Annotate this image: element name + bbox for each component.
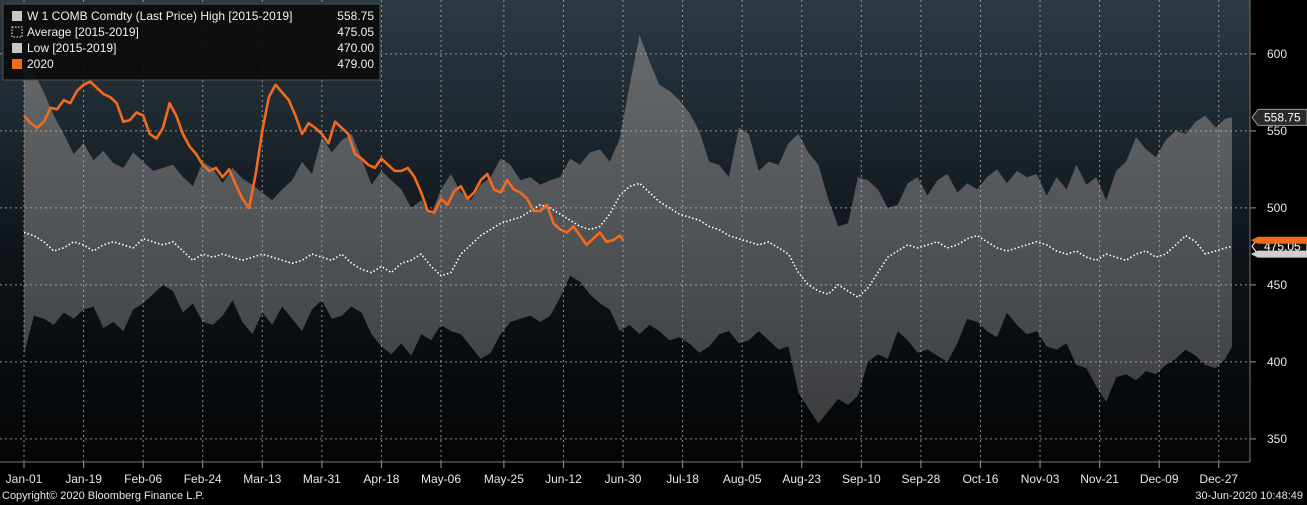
x-tick-label-apr-18: Apr-18 <box>363 472 399 486</box>
x-tick-label-feb-24: Feb-24 <box>184 472 222 486</box>
x-tick-label-jun-30: Jun-30 <box>605 472 642 486</box>
svg-text:558.75: 558.75 <box>1264 110 1301 124</box>
last-value-tag-558-75: 558.75 <box>1251 108 1307 126</box>
legend-label: W 1 COMB Comdty (Last Price) High [2015-… <box>27 9 292 23</box>
legend-value: 558.75 <box>337 9 374 23</box>
y-tick-label-400: 400 <box>1267 355 1287 369</box>
x-tick-label-feb-06: Feb-06 <box>124 472 162 486</box>
legend-swatch <box>12 59 22 69</box>
x-tick-label-may-06: May-06 <box>421 472 461 486</box>
last-value-tag-marker <box>1250 250 1307 258</box>
legend-item-low-2015-2019: Low [2015-2019] 470.00 <box>12 41 374 55</box>
legend-swatch <box>12 11 22 21</box>
x-tick-label-jun-12: Jun-12 <box>545 472 582 486</box>
legend-item-2020: 2020 479.00 <box>12 57 374 71</box>
legend-box <box>2 3 381 81</box>
timestamp-text: 30-Jun-2020 10:48:49 <box>1195 490 1303 502</box>
x-tick-label-dec-27: Dec-27 <box>1199 472 1238 486</box>
y-tick-label-350: 350 <box>1267 432 1287 446</box>
legend-swatch <box>12 43 22 53</box>
x-tick-label-aug-23: Aug-23 <box>782 472 821 486</box>
x-tick-label-jul-18: Jul-18 <box>666 472 699 486</box>
legend-label: Low [2015-2019] <box>27 41 116 55</box>
last-value-tag-marker <box>1250 236 1307 244</box>
x-tick-label-aug-05: Aug-05 <box>723 472 762 486</box>
high-low-band <box>24 35 1232 424</box>
legend-swatch <box>11 26 23 38</box>
x-tick-label-sep-28: Sep-28 <box>902 472 941 486</box>
y-axis: 350 400 450 500 550 600 <box>1250 47 1287 446</box>
x-tick-label-mar-31: Mar-31 <box>303 472 341 486</box>
legend-value: 479.00 <box>337 57 374 71</box>
x-tick-label-sep-10: Sep-10 <box>842 472 881 486</box>
legend: W 1 COMB Comdty (Last Price) High [2015-… <box>2 3 381 81</box>
y-tick-label-450: 450 <box>1267 278 1287 292</box>
x-tick-label-nov-21: Nov-21 <box>1080 472 1119 486</box>
x-tick-label-mar-13: Mar-13 <box>243 472 281 486</box>
legend-label: Average [2015-2019] <box>27 25 139 39</box>
x-tick-label-oct-16: Oct-16 <box>962 472 998 486</box>
legend-item-w-1-comb-comdty-last-price-high-2015-2019: W 1 COMB Comdty (Last Price) High [2015-… <box>12 9 374 23</box>
x-tick-label-dec-09: Dec-09 <box>1140 472 1179 486</box>
y-tick-label-550: 550 <box>1267 124 1287 138</box>
x-tick-label-jan-01: Jan-01 <box>6 472 43 486</box>
x-tick-label-nov-03: Nov-03 <box>1021 472 1060 486</box>
legend-label: 2020 <box>27 57 54 71</box>
y-tick-label-500: 500 <box>1267 201 1287 215</box>
x-tick-label-jan-19: Jan-19 <box>65 472 102 486</box>
legend-value: 470.00 <box>337 41 374 55</box>
line-2020 <box>23 80 625 247</box>
legend-value: 475.05 <box>337 25 374 39</box>
y-tick-label-600: 600 <box>1267 47 1287 61</box>
copyright-text: Copyright© 2020 Bloomberg Finance L.P. <box>2 490 204 502</box>
average-line <box>23 182 1233 299</box>
legend-item-average-2015-2019: Average [2015-2019] 475.05 <box>11 25 374 39</box>
x-axis: Jan-01 Jan-19 Feb-06 Feb-24 Mar-13 Mar-31 Apr-… <box>6 462 1238 486</box>
x-tick-label-may-25: May-25 <box>484 472 524 486</box>
